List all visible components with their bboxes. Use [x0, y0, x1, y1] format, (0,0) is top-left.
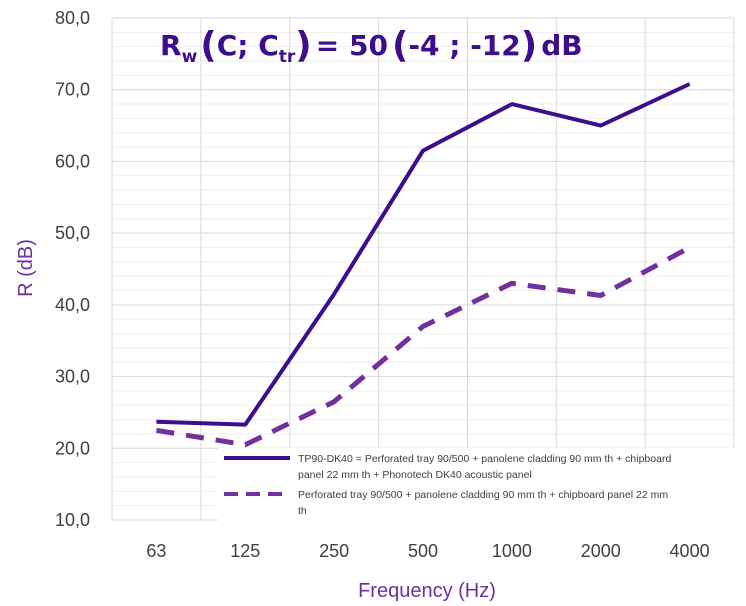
- title-c: C; C: [217, 29, 279, 62]
- title-r: R: [160, 29, 182, 62]
- x-tick-label: 63: [146, 541, 166, 561]
- title-value: = 50: [316, 29, 388, 62]
- x-tick-labels: 63 125 250 500 1000 2000 4000: [146, 541, 709, 561]
- title-terms: -4 ; -12: [408, 29, 520, 62]
- y-tick-label: 40,0: [55, 295, 90, 315]
- y-tick-label: 30,0: [55, 367, 90, 387]
- y-tick-labels: 10,0 20,0 30,0 40,0 50,0 60,0 70,0 80,0: [55, 8, 90, 530]
- title-bracket-close: ): [521, 25, 537, 66]
- series-line-solid: [156, 82, 691, 427]
- x-tick-label: 2000: [581, 541, 621, 561]
- legend-label-1-line-2: panel 22 mm th + Phonotech DK40 acoustic…: [298, 469, 532, 481]
- legend-label-2-line-2: th: [298, 505, 307, 517]
- x-axis-title: Frequency (Hz): [358, 580, 496, 602]
- y-tick-label: 70,0: [55, 80, 90, 100]
- y-axis-title: R (dB): [15, 239, 37, 297]
- title-paren-close: ): [295, 25, 311, 66]
- title-unit: dB: [541, 29, 582, 62]
- chart-title: Rw(C; Ctr) = 50 (-4 ; -12) dB: [160, 25, 583, 67]
- x-tick-label: 4000: [670, 541, 710, 561]
- y-tick-label: 50,0: [55, 223, 90, 243]
- title-paren-open: (: [200, 25, 216, 66]
- y-tick-label: 80,0: [55, 8, 90, 28]
- y-tick-label: 10,0: [55, 510, 90, 530]
- series-lines: [156, 82, 691, 448]
- legend: TP90-DK40 = Perforated tray 90/500 + pan…: [218, 448, 738, 522]
- title-r-sub: w: [182, 47, 198, 67]
- series-line-dashed: [156, 245, 691, 448]
- grid-lines: [111, 17, 735, 521]
- legend-label-2-line-1: Perforated tray 90/500 + panolene claddi…: [298, 489, 668, 501]
- title-bracket-open: (: [392, 25, 408, 66]
- legend-label-1-line-1: TP90-DK40 = Perforated tray 90/500 + pan…: [298, 453, 671, 465]
- y-tick-label: 20,0: [55, 438, 90, 458]
- y-tick-label: 60,0: [55, 151, 90, 171]
- x-tick-label: 125: [230, 541, 260, 561]
- x-tick-label: 1000: [492, 541, 532, 561]
- title-c-sub: tr: [279, 47, 296, 67]
- x-tick-label: 500: [408, 541, 438, 561]
- legend-background: [218, 448, 738, 522]
- x-tick-label: 250: [319, 541, 349, 561]
